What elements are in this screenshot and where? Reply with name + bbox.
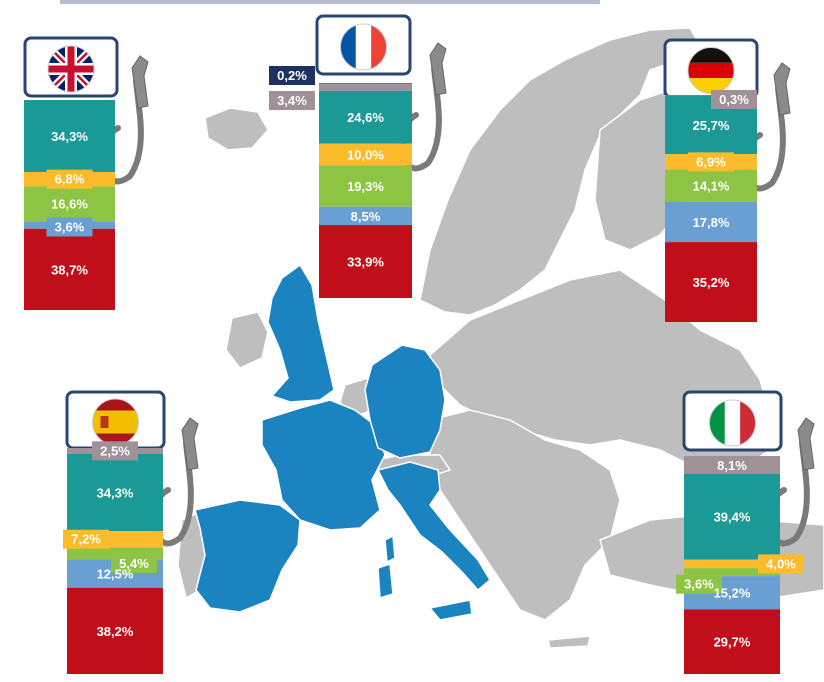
- crete-shape: [547, 635, 591, 649]
- segment-label: 29,7%: [714, 635, 751, 650]
- pump-segment-red: [319, 225, 412, 298]
- spain-shape: [194, 499, 301, 613]
- segment-label: 5,4%: [119, 556, 149, 571]
- title-strip: [60, 0, 600, 4]
- segment-label-tag: [758, 554, 804, 574]
- pump-segment-teal: [684, 473, 780, 560]
- segment-label-tag: [92, 441, 138, 461]
- fuel-nozzle-icon: [131, 55, 149, 109]
- segment-label: 16,6%: [51, 197, 88, 212]
- segment-label: 10,0%: [347, 147, 384, 162]
- balkans-shape: [429, 409, 621, 621]
- segment-label: 8,5%: [351, 209, 381, 224]
- sicily-shape: [428, 599, 473, 621]
- pump-segment-red: [24, 228, 115, 310]
- pump-spain: 2,5% 34,3% 7,2% 5,4%12,5% 38,2%: [63, 390, 199, 674]
- segment-label: 17,8%: [693, 215, 730, 230]
- pump-segment-teal: [24, 100, 115, 173]
- segment-label: 25,7%: [693, 118, 730, 133]
- ireland-shape: [225, 311, 269, 369]
- scandinavia-shape: [419, 27, 701, 316]
- segment-label-tag: [63, 529, 109, 549]
- pump-segment-yellow: [319, 143, 412, 166]
- pump-segment-red: [684, 609, 780, 674]
- highlighted-countries: [194, 263, 491, 621]
- segment-label: 33,9%: [347, 255, 384, 270]
- fuel-nozzle-icon: [797, 417, 815, 471]
- pump-segment-yellow: [684, 559, 780, 569]
- segment-label: 15,2%: [714, 586, 751, 601]
- fuel-pump-charts: 34,3% 6,8% 16,6% 3,6% 38,7% 0,2% 3,4% 24,6% 10,0…: [23, 14, 815, 674]
- segment-label: 38,2%: [97, 624, 134, 639]
- segment-label-tag: [676, 574, 722, 594]
- pump-italy: 8,1% 39,4% 4,0% 3,6%15,2% 29,7%: [676, 390, 815, 674]
- segment-label: 0,3%: [719, 92, 749, 107]
- pump-segment-blue: [665, 201, 757, 243]
- segment-label-tag: [269, 91, 315, 110]
- segment-label: 7,2%: [71, 532, 101, 547]
- sardinia-shape: [377, 562, 394, 599]
- pump-segment-mauve: [319, 83, 412, 91]
- segment-label-tag: [46, 217, 93, 237]
- corsica-shape: [384, 534, 396, 564]
- segment-label-tag: [711, 90, 757, 109]
- segment-label: 14,1%: [693, 179, 730, 194]
- segment-label: 3,6%: [684, 577, 714, 592]
- uk-shape: [267, 263, 335, 403]
- italy-shape: [376, 461, 491, 592]
- germany-flag-icon: [687, 47, 735, 94]
- pump-segment-mauve: [684, 456, 780, 474]
- pump-france: 0,2% 3,4% 24,6% 10,0% 19,3% 8,5% 33,9%: [269, 14, 447, 298]
- pump-segment-red: [665, 242, 757, 322]
- segment-label-tag: [111, 553, 157, 573]
- pump-segment-lightgreen: [665, 169, 757, 202]
- spain-flag-icon: [92, 398, 139, 446]
- segment-label-tag: [46, 169, 93, 189]
- fuel-nozzle-icon: [181, 417, 199, 471]
- uk-flag-icon: [47, 45, 95, 93]
- segment-label-tag: [269, 66, 315, 85]
- pump-segment-teal: [319, 90, 412, 144]
- segment-label: 34,3%: [97, 485, 134, 500]
- segment-label: 6,9%: [696, 154, 726, 169]
- segment-label: 38,7%: [51, 262, 88, 277]
- segment-label: 39,4%: [714, 510, 751, 525]
- pump-germany: 0,3% 25,7% 6,9% 14,1% 17,8% 35,2%: [663, 38, 791, 322]
- segment-label: 35,2%: [693, 275, 730, 290]
- germany-shape: [364, 344, 446, 459]
- italy-flag-icon: [709, 399, 756, 447]
- iceland-shape: [204, 107, 269, 151]
- segment-label: 3,4%: [277, 93, 307, 108]
- pump-segment-lightgreen: [684, 568, 780, 577]
- pump-united-kingdom: 34,3% 6,8% 16,6% 3,6% 38,7%: [23, 36, 149, 310]
- pump-segment-blue: [319, 206, 412, 226]
- segment-label: 2,5%: [100, 443, 130, 458]
- segment-label: 4,0%: [766, 556, 796, 571]
- pump-segment-lightgreen: [319, 165, 412, 207]
- segment-label: 12,5%: [97, 567, 134, 582]
- france-flag-icon: [340, 23, 387, 71]
- pump-segment-red: [67, 587, 163, 674]
- segment-label-tag: [688, 152, 734, 172]
- segment-label: 19,3%: [347, 179, 384, 194]
- pump-segment-lightgreen: [24, 186, 115, 222]
- france-shape: [261, 399, 386, 531]
- segment-label: 3,6%: [55, 219, 85, 234]
- fuel-nozzle-icon: [773, 62, 791, 116]
- segment-label: 24,6%: [347, 110, 384, 125]
- segment-label: 34,3%: [51, 129, 88, 144]
- fuel-nozzle-icon: [429, 42, 447, 96]
- pump-segment-teal: [67, 453, 163, 532]
- segment-label: 6,8%: [55, 172, 85, 187]
- segment-label: 8,1%: [717, 458, 747, 473]
- segment-label: 0,2%: [277, 68, 307, 83]
